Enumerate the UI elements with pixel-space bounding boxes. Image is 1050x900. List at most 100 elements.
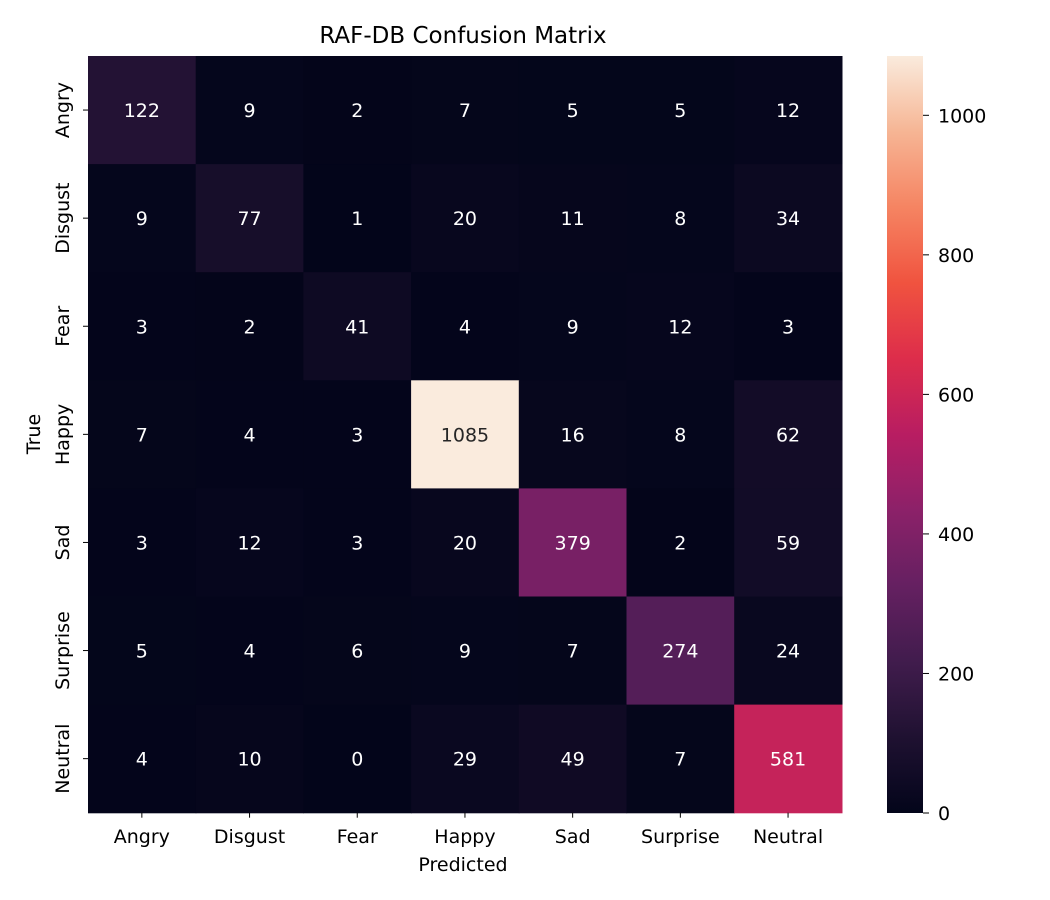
heatmap-cell	[411, 596, 520, 706]
cell-value-label: 11	[561, 208, 585, 230]
y-tick-label: Neutral	[52, 724, 74, 794]
heatmap-cell	[303, 704, 412, 814]
y-tick-label: Surprise	[52, 611, 74, 690]
cell-value-label: 9	[459, 641, 471, 663]
heatmap-cell	[626, 380, 735, 489]
y-axis-title: True	[23, 414, 45, 455]
y-tick-label: Happy	[52, 404, 74, 465]
heatmap-cell	[411, 56, 520, 165]
cell-value-label: 1085	[441, 424, 489, 446]
cell-value-label: 3	[351, 532, 363, 554]
cell-value-label: 581	[770, 749, 806, 771]
heatmap-cell	[88, 56, 197, 165]
colorbar-tick-label: 0	[938, 803, 950, 825]
cell-value-label: 7	[136, 424, 148, 446]
cell-value-label: 4	[244, 424, 256, 446]
cell-value-label: 41	[345, 316, 369, 338]
heatmap-cell	[195, 596, 304, 706]
x-tick-label: Surprise	[641, 826, 720, 848]
heatmap-cell	[411, 704, 520, 814]
cell-value-label: 12	[668, 316, 692, 338]
heatmap-cell	[518, 488, 628, 598]
colorbar-tick-label: 200	[938, 663, 974, 685]
heatmap-cell	[195, 704, 304, 814]
cell-value-label: 6	[351, 641, 363, 663]
cell-value-label: 274	[662, 641, 698, 663]
heatmap-cell	[303, 56, 412, 165]
cell-value-label: 16	[561, 424, 585, 446]
cell-value-label: 24	[776, 641, 800, 663]
colorbar-tick-label: 800	[938, 245, 974, 267]
heatmap-cell	[734, 704, 843, 814]
heatmap-cell	[626, 164, 735, 273]
heatmap-cell	[626, 596, 735, 706]
heatmap-cell	[303, 380, 412, 489]
heatmap-cell	[518, 272, 628, 381]
x-tick-label: Fear	[337, 826, 378, 848]
cell-value-label: 3	[351, 424, 363, 446]
heatmap-cell	[626, 704, 735, 814]
heatmap-cell	[411, 272, 520, 381]
cell-value-label: 2	[674, 532, 686, 554]
cell-value-label: 20	[453, 208, 477, 230]
heatmap-cell	[734, 56, 843, 165]
colorbar-tick-label: 400	[938, 524, 974, 546]
heatmap-cell	[734, 380, 843, 489]
cell-value-label: 34	[776, 208, 800, 230]
heatmap-cell	[626, 272, 735, 381]
x-tick-label: Disgust	[214, 826, 285, 848]
heatmap-cell	[88, 164, 197, 273]
cell-value-label: 3	[136, 532, 148, 554]
heatmap-cell	[626, 56, 735, 165]
colorbar-tick-label: 1000	[938, 105, 986, 127]
heatmap-cell	[734, 596, 843, 706]
cell-value-label: 59	[776, 532, 800, 554]
heatmap-cell	[88, 380, 197, 489]
cell-value-label: 122	[124, 100, 160, 122]
y-tick-label: Disgust	[52, 183, 74, 254]
colorbar-ticks: 0 200 400 600 800 1000	[923, 105, 986, 825]
colorbar	[887, 56, 923, 813]
heatmap-cells: 122 9 2 7 5 5 129 77 1 20 11 8 343 2 41 4 9 12 37 4 3 1085 16 8…	[88, 56, 843, 814]
heatmap-cell	[734, 488, 843, 598]
heatmap-cell	[88, 596, 197, 706]
cell-value-label: 7	[459, 100, 471, 122]
x-tick-label: Angry	[114, 826, 170, 848]
cell-value-label: 9	[244, 100, 256, 122]
y-tick-label: Angry	[52, 82, 74, 138]
heatmap-cell	[626, 488, 735, 598]
y-tick-label: Fear	[52, 306, 74, 347]
heatmap-cell	[303, 164, 412, 273]
x-axis-title: Predicted	[418, 854, 507, 876]
colorbar-tick-label: 600	[938, 384, 974, 406]
cell-value-label: 4	[136, 749, 148, 771]
heatmap-cell	[303, 272, 412, 381]
heatmap-cell	[411, 488, 520, 598]
x-tick-label: Sad	[555, 826, 591, 848]
heatmap-cell	[518, 56, 628, 165]
heatmap-cell	[195, 380, 304, 489]
cell-value-label: 4	[459, 316, 471, 338]
chart-title: RAF-DB Confusion Matrix	[319, 23, 606, 49]
heatmap-cell	[195, 164, 304, 273]
heatmap-cell	[88, 488, 197, 598]
cell-value-label: 0	[351, 749, 363, 771]
x-tick-label: Happy	[434, 826, 495, 848]
heatmap-cell	[734, 164, 843, 273]
cell-value-label: 12	[237, 532, 261, 554]
y-axis-ticks: Angry Disgust Fear Happy Sad Surprise Neutral	[52, 82, 88, 794]
heatmap-cell	[195, 488, 304, 598]
heatmap-cell	[518, 704, 628, 814]
cell-value-label: 5	[567, 100, 579, 122]
cell-value-label: 5	[674, 100, 686, 122]
cell-value-label: 9	[567, 316, 579, 338]
cell-value-label: 12	[776, 100, 800, 122]
cell-value-label: 1	[351, 208, 363, 230]
cell-value-label: 8	[674, 424, 686, 446]
heatmap-cell	[195, 272, 304, 381]
cell-value-label: 7	[674, 749, 686, 771]
cell-value-label: 7	[567, 641, 579, 663]
cell-value-label: 9	[136, 208, 148, 230]
heatmap-cell	[518, 164, 628, 273]
